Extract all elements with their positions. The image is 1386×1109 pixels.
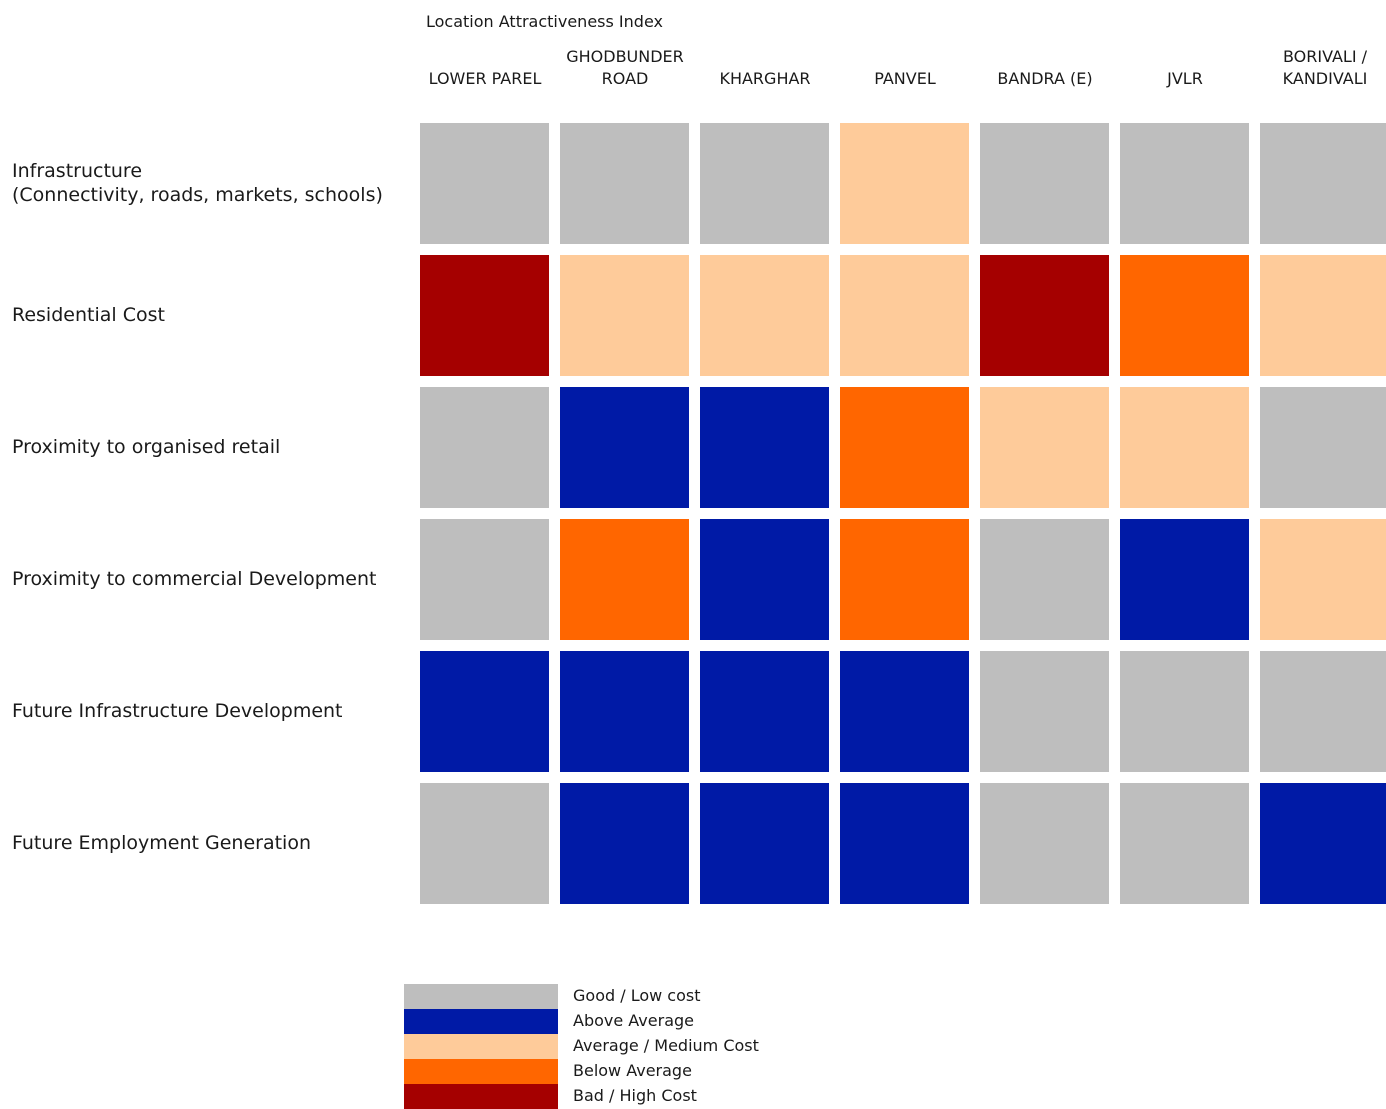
heatmap-cell bbox=[560, 651, 689, 772]
heatmap-cell bbox=[420, 123, 549, 244]
heatmap-cell bbox=[560, 123, 689, 244]
heatmap-cell bbox=[700, 255, 829, 376]
legend-swatch bbox=[404, 1034, 558, 1059]
heatmap-cell bbox=[560, 387, 689, 508]
legend-swatch bbox=[404, 1059, 558, 1084]
heatmap-cell bbox=[560, 255, 689, 376]
heatmap-cell bbox=[420, 255, 549, 376]
heatmap-cell bbox=[1260, 519, 1386, 640]
chart-title: Location Attractiveness Index bbox=[426, 12, 663, 31]
heatmap-cell bbox=[980, 519, 1109, 640]
heatmap-cell bbox=[420, 651, 549, 772]
heatmap-cell bbox=[980, 123, 1109, 244]
heatmap-cell bbox=[1120, 519, 1249, 640]
legend-label: Average / Medium Cost bbox=[573, 1036, 759, 1055]
heatmap-cell bbox=[840, 255, 969, 376]
column-label: KHARGHAR bbox=[719, 69, 811, 88]
heatmap-cell bbox=[980, 783, 1109, 904]
row-label: Future Employment Generation bbox=[12, 832, 311, 854]
heatmap-cell bbox=[840, 387, 969, 508]
row-label: Future Infrastructure Development bbox=[12, 700, 343, 722]
legend-swatch bbox=[404, 1009, 558, 1034]
legend-label: Bad / High Cost bbox=[573, 1086, 697, 1105]
heatmap-cell bbox=[420, 519, 549, 640]
heatmap-cell bbox=[840, 783, 969, 904]
heatmap-cell bbox=[1120, 783, 1249, 904]
column-label: LOWER PAREL bbox=[428, 69, 542, 88]
column-label: BORIVALI / KANDIVALI bbox=[1282, 47, 1368, 88]
heatmap-cell bbox=[560, 519, 689, 640]
heatmap-cell bbox=[1260, 123, 1386, 244]
row-label: Residential Cost bbox=[12, 304, 165, 326]
legend-label: Above Average bbox=[573, 1011, 694, 1030]
legend-label: Below Average bbox=[573, 1061, 692, 1080]
heatmap-cell bbox=[1120, 123, 1249, 244]
heatmap-cell bbox=[980, 651, 1109, 772]
heatmap-cell bbox=[700, 651, 829, 772]
heatmap-cell bbox=[1120, 255, 1249, 376]
heatmap-cell bbox=[700, 519, 829, 640]
heatmap-cell bbox=[700, 783, 829, 904]
heatmap-cell bbox=[1260, 651, 1386, 772]
heatmap-cell bbox=[840, 651, 969, 772]
heatmap-cell bbox=[980, 387, 1109, 508]
legend-swatch bbox=[404, 1084, 558, 1109]
legend-swatch bbox=[404, 984, 558, 1009]
heatmap-cell bbox=[420, 783, 549, 904]
column-label: PANVEL bbox=[874, 69, 936, 88]
heatmap-cell bbox=[840, 123, 969, 244]
legend-label: Good / Low cost bbox=[573, 986, 701, 1005]
heatmap-cell bbox=[1260, 387, 1386, 508]
column-label: GHODBUNDER ROAD bbox=[566, 47, 684, 88]
heatmap-cell bbox=[1260, 255, 1386, 376]
row-label: Infrastructure (Connectivity, roads, mar… bbox=[12, 160, 383, 206]
column-label: BANDRA (E) bbox=[997, 69, 1093, 88]
row-label: Proximity to commercial Development bbox=[12, 568, 377, 590]
heatmap-cell bbox=[560, 783, 689, 904]
heatmap-cell bbox=[420, 387, 549, 508]
heatmap-cell bbox=[840, 519, 969, 640]
heatmap-cell bbox=[700, 387, 829, 508]
heatmap-cell bbox=[980, 255, 1109, 376]
column-label: JVLR bbox=[1167, 69, 1203, 88]
heatmap-cell bbox=[700, 123, 829, 244]
heatmap-cell bbox=[1120, 387, 1249, 508]
heatmap-cell bbox=[1260, 783, 1386, 904]
heatmap-cell bbox=[1120, 651, 1249, 772]
row-label: Proximity to organised retail bbox=[12, 436, 281, 458]
